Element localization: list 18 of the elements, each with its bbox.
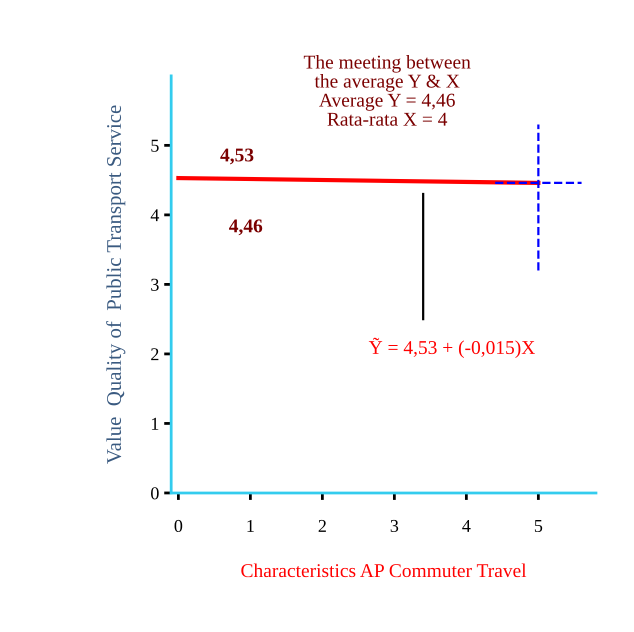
annotation: 4,46 <box>229 219 262 236</box>
y-tick-label: 2 <box>151 348 158 360</box>
x-tick-label: 4 <box>462 520 471 532</box>
y-tick-label: 1 <box>152 418 158 430</box>
y-tick-label: 4 <box>150 209 160 222</box>
x-axis-title: Characteristics AP Commuter Travel <box>241 564 526 578</box>
x-tick-label: 1 <box>247 520 254 532</box>
annotation: 4,53 <box>220 148 254 164</box>
x-tick-label: 0 <box>174 520 182 532</box>
y-tick-label: 5 <box>151 140 159 152</box>
x-tick-label: 3 <box>390 520 398 532</box>
y-tick-label: 3 <box>151 278 159 291</box>
annotation: The meeting between the average Y & X Average Y = 4,46 Rata-rata X = 4 <box>304 54 471 126</box>
y-axis-title: Value Quality of Public Transport Service <box>106 105 126 464</box>
x-tick-label: 2 <box>318 520 326 532</box>
annotation: Ỹ = 4,53 + (-0,015)X <box>368 338 535 358</box>
x-tick-label: 5 <box>534 520 542 532</box>
y-tick-label: 0 <box>151 487 159 500</box>
